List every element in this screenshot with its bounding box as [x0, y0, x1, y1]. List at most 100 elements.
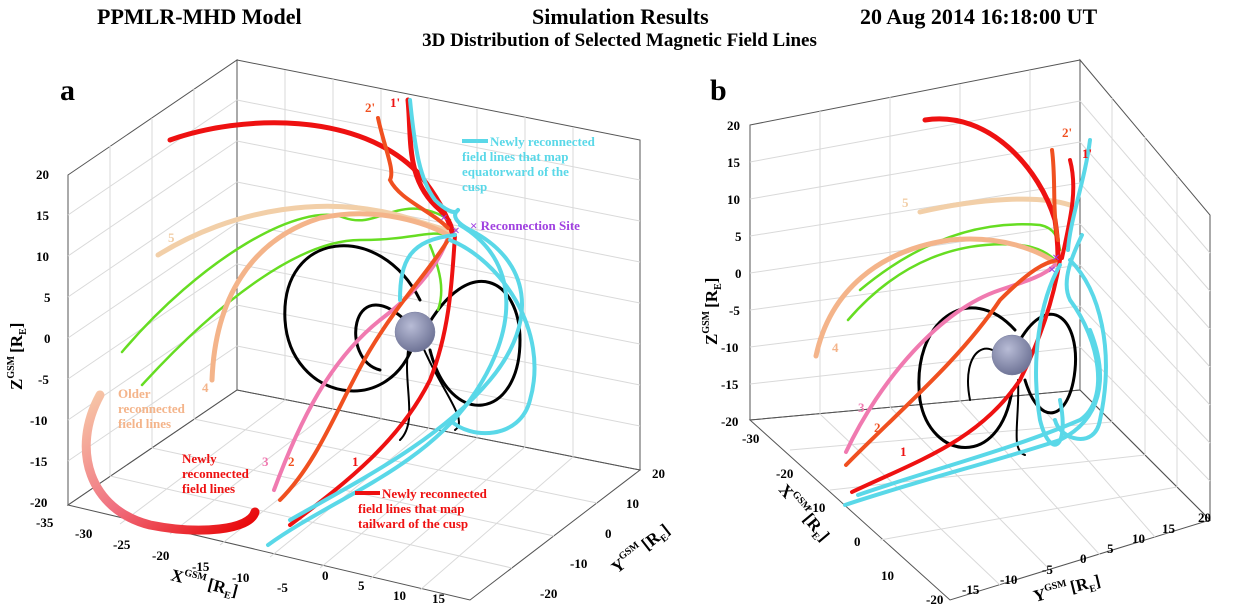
panel-b-y-ticks: -20 -15 -10 -5 0 5 10 15 20	[926, 510, 1211, 605]
green-field-line	[846, 243, 1060, 322]
field-line-2prime	[376, 116, 450, 230]
field-line-5	[917, 196, 1073, 215]
z-tick: 15	[36, 208, 50, 223]
y-tick: 20	[1198, 510, 1211, 525]
earth-sphere	[394, 311, 436, 353]
x-tick: 0	[322, 568, 329, 583]
field-line-2	[278, 238, 450, 502]
z-tick: 20	[727, 118, 740, 133]
label-1: 1	[352, 454, 359, 469]
field-line-4	[209, 211, 451, 383]
reconnection-mark: ×	[1052, 251, 1060, 266]
panel-a-y-ticks: 20 10 0 -10 -20	[540, 466, 665, 601]
reconnection-site-label: × Reconnection Site	[470, 218, 580, 233]
figure-subtitle: 3D Distribution of Selected Magnetic Fie…	[422, 30, 817, 51]
closed-field-line	[917, 306, 1017, 449]
field-line-3	[844, 263, 1057, 454]
panel-b-x-ticks: -30 -20 -10 0 10	[742, 431, 894, 583]
field-line-3	[272, 238, 449, 492]
x-tick: -30	[75, 526, 92, 541]
y-tick: -20	[540, 586, 557, 601]
z-tick: 10	[36, 249, 49, 264]
field-line-4	[813, 236, 1061, 359]
cyan-field-line	[398, 233, 457, 302]
field-line-2	[844, 258, 1060, 467]
label-2prime: 2'	[1062, 125, 1072, 140]
label-4: 4	[832, 340, 839, 355]
z-tick: -20	[30, 495, 47, 510]
cyan-field-line	[1034, 263, 1065, 447]
svg-text:XGSM[RE]: XGSM[RE]	[168, 564, 240, 603]
z-tick: 20	[36, 167, 49, 182]
panel-a-x-ticks: -35 -30 -25 -20 -15 -10 -5 0 5 10 15	[36, 515, 446, 605]
label-2: 2	[874, 420, 881, 435]
y-tick: -20	[926, 592, 943, 605]
panel-a-label: a	[60, 74, 75, 107]
label-4: 4	[202, 380, 209, 395]
z-tick: 0	[44, 331, 51, 346]
x-tick: -25	[113, 537, 131, 552]
x-tick: 0	[854, 534, 861, 549]
field-line-1	[850, 258, 1062, 494]
label-1prime: 1'	[1082, 146, 1092, 161]
earth-sphere	[991, 334, 1033, 376]
y-tick: 20	[652, 466, 665, 481]
panel-a-x-axis-label: XGSM[RE]	[168, 564, 240, 603]
x-tick: -10	[808, 500, 825, 515]
field-line-red-arc	[922, 116, 1061, 261]
y-tick: 10	[626, 496, 639, 511]
older-field-lines-arc	[81, 390, 260, 535]
cyan-annotation: Newly reconnected field lines that map e…	[462, 134, 598, 194]
svg-text:ZGSM[RE]: ZGSM[RE]	[6, 323, 29, 390]
svg-text:YGSM[RE]: YGSM[RE]	[1031, 570, 1103, 605]
panel-b-z-axis-label: ZGSM[RE]	[701, 278, 724, 345]
reconnection-mark: ×	[440, 211, 448, 226]
closed-field-line	[399, 339, 411, 441]
field-line-1	[288, 233, 457, 527]
model-title: PPMLR-MHD Model	[97, 4, 302, 29]
z-tick: -5	[729, 303, 740, 318]
panel-a-y-axis-label: YGSM[RE]	[608, 520, 674, 577]
label-1prime: 1'	[390, 95, 400, 110]
y-tick: 10	[1132, 531, 1145, 546]
x-tick: 10	[881, 568, 894, 583]
panel-b-annotations: 1 2 3 4 5 1' 2'	[832, 125, 1092, 459]
older-annotation: Older reconnected field lines	[118, 386, 188, 431]
cyan-field-line	[288, 208, 524, 522]
simulation-title: Simulation Results	[532, 4, 709, 29]
z-tick: -5	[38, 372, 49, 387]
closed-field-line	[354, 303, 407, 372]
z-tick: -20	[721, 414, 738, 429]
panel-a-annotations: Newly reconnected field lines that map e…	[118, 95, 598, 531]
z-tick: 5	[44, 290, 51, 305]
label-5: 5	[168, 230, 175, 245]
x-tick: 15	[432, 591, 446, 605]
panel-a-field-lines	[81, 97, 537, 547]
panel-b-y-axis-label: YGSM[RE]	[1031, 570, 1103, 605]
y-tick: 0	[605, 526, 612, 541]
panel-a-z-ticks: 20 15 10 5 0 -5 -10 -15 -20	[30, 167, 51, 510]
y-tick: 0	[1080, 551, 1087, 566]
reconnection-mark: ×	[1048, 263, 1056, 278]
z-tick: 0	[735, 266, 742, 281]
x-tick: -10	[232, 570, 249, 585]
field-line-2prime	[1050, 148, 1060, 242]
y-tick: -5	[1042, 562, 1053, 577]
green-field-line	[140, 232, 450, 387]
x-tick: -35	[36, 515, 54, 530]
y-tick: 5	[1107, 541, 1114, 556]
z-tick: 15	[727, 155, 741, 170]
cyan-field-line	[1066, 138, 1092, 252]
x-tick: -30	[742, 431, 759, 446]
cyan-field-line	[1053, 258, 1108, 441]
field-line-5	[155, 203, 458, 258]
y-tick: 15	[1162, 521, 1176, 536]
z-tick: -15	[721, 377, 739, 392]
x-tick: 5	[358, 578, 365, 593]
field-line-1prime	[1060, 158, 1076, 260]
z-tick: 10	[727, 192, 740, 207]
label-3: 3	[262, 454, 269, 469]
field-line-1prime	[405, 97, 455, 235]
panel-b-field-lines	[813, 116, 1108, 507]
label-5: 5	[902, 195, 909, 210]
